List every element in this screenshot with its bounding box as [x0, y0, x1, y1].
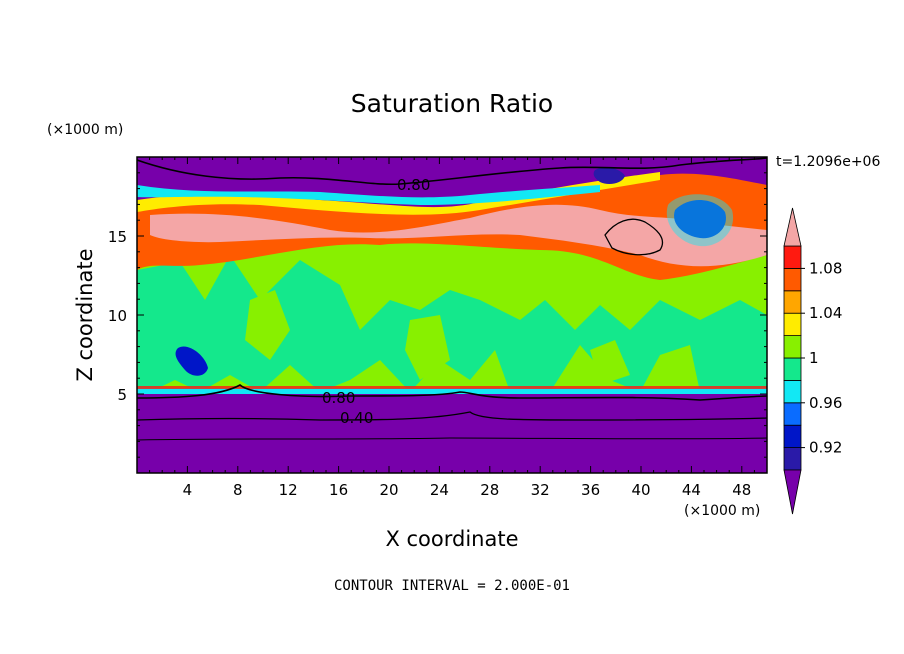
x-tick-label: 32 — [531, 481, 550, 499]
colorbar-box — [783, 402, 802, 426]
x-tick-label: 12 — [279, 481, 298, 499]
colorbar-box — [783, 335, 802, 359]
colorbar-label: 0.92 — [809, 439, 842, 457]
colorbar-box — [783, 447, 802, 471]
x-tick-label: 44 — [682, 481, 701, 499]
colorbar-box — [783, 312, 802, 337]
field-upper-yellow — [137, 172, 660, 215]
contour-020 — [137, 437, 767, 441]
contour-label: 0.40 — [340, 409, 373, 427]
x-tick-label: 20 — [379, 481, 398, 499]
field-cyan-top — [137, 185, 600, 205]
colorbar-box — [783, 267, 802, 292]
colorbar-box — [783, 290, 802, 314]
colorbar-box — [783, 379, 802, 404]
field-lower-purple — [137, 394, 767, 473]
y-tick-label: 5 — [117, 386, 127, 404]
x-tick-label: 40 — [631, 481, 650, 499]
colorbar-label: 1.08 — [809, 259, 842, 277]
x-tick-label: 24 — [430, 481, 449, 499]
x-axis: 4 8 12 16 20 24 28 32 36 40 44 48 — [149, 157, 755, 499]
contour-080-top — [137, 157, 767, 186]
field-blue-blob-left — [175, 346, 208, 376]
field-base-red — [137, 386, 767, 389]
colorbar-box — [783, 357, 802, 381]
colorbar-box — [783, 424, 802, 449]
time-label: t=1.2096e+06 — [776, 154, 880, 170]
y-tick-label: 15 — [108, 228, 127, 246]
x-axis-label: X coordinate — [385, 527, 518, 551]
contour-label: 0.80 — [397, 176, 430, 194]
x-tick-label: 8 — [233, 481, 243, 499]
colorbar: 1.08 1.04 1 0.96 0.92 — [783, 207, 842, 515]
contour-040 — [137, 411, 767, 421]
field-cyan-blob — [666, 194, 734, 247]
y-unit-label: (×1000 m) — [47, 122, 123, 138]
field-blue-cap — [593, 167, 625, 184]
chart-title: Saturation Ratio — [351, 89, 553, 118]
colorbar-box — [783, 245, 802, 269]
contour-label: 0.80 — [322, 389, 355, 407]
footer-contour-interval: CONTOUR INTERVAL = 2.000E-01 — [334, 578, 570, 594]
colorbar-bottom-triangle — [783, 469, 802, 515]
x-tick-label: 16 — [329, 481, 348, 499]
x-tick-label: 36 — [581, 481, 600, 499]
y-tick-label: 10 — [108, 307, 127, 325]
field-green-patches — [245, 290, 630, 385]
contour-080-bottom — [137, 384, 767, 401]
x-tick-label: 28 — [480, 481, 499, 499]
field-base-cyan — [137, 388, 767, 394]
y-axis: 5 10 15 — [108, 172, 767, 458]
field-upper-pink — [150, 204, 767, 267]
x-tick-label: 4 — [183, 481, 193, 499]
colorbar-top-triangle — [783, 207, 802, 247]
y-axis-label: Z coordinate — [73, 248, 97, 381]
plot-field — [137, 157, 767, 473]
colorbar-label: 1.04 — [809, 304, 842, 322]
x-unit-label: (×1000 m) — [684, 503, 760, 519]
field-blue-blob — [674, 200, 726, 239]
colorbar-label: 0.96 — [809, 394, 842, 412]
x-tick-label: 48 — [732, 481, 751, 499]
colorbar-label: 1 — [809, 349, 819, 367]
contour-cloud — [604, 218, 664, 256]
